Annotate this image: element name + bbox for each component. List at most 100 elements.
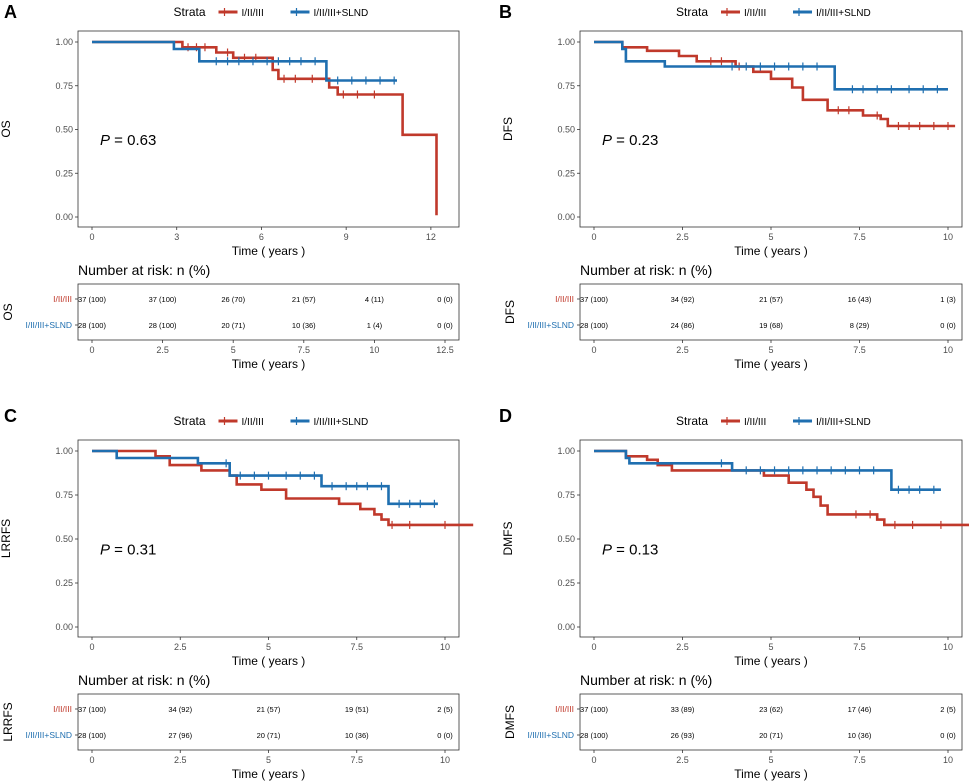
risk-cell: 37 (100) bbox=[580, 705, 608, 714]
risk-cell: 37 (100) bbox=[78, 295, 106, 304]
risk-x-tick-label: 5 bbox=[768, 755, 773, 765]
legend-title: Strata bbox=[676, 414, 708, 428]
p-label: P bbox=[602, 132, 612, 149]
risk-cell: 28 (100) bbox=[78, 321, 106, 330]
x-tick-label: 10 bbox=[440, 642, 450, 652]
x-tick-label: 9 bbox=[344, 232, 349, 242]
risk-y-axis-title: OS bbox=[1, 303, 15, 320]
panel-letter: B bbox=[499, 2, 512, 22]
y-tick-label: 1.00 bbox=[557, 446, 575, 456]
legend-label-red: I/II/III bbox=[242, 417, 264, 428]
panel-c: C Strata I/II/III I/II/III+SLND 0.00 0.25 0.50… bbox=[0, 406, 474, 781]
series-red bbox=[92, 449, 474, 529]
risk-cell: 37 (100) bbox=[149, 295, 177, 304]
legend-title: Strata bbox=[174, 414, 206, 428]
risk-x-tick-label: 10 bbox=[943, 755, 953, 765]
legend-label-blue: I/II/III+SLND bbox=[816, 417, 871, 428]
x-tick-label: 6 bbox=[259, 232, 264, 242]
risk-cell: 0 (0) bbox=[940, 321, 956, 330]
p-value: P = 0.31 bbox=[100, 542, 156, 559]
p-number: = 0.23 bbox=[612, 132, 658, 149]
series-red bbox=[594, 449, 969, 529]
risk-x-tick-label: 7.5 bbox=[853, 755, 866, 765]
risk-row-label: I/II/III bbox=[555, 294, 574, 304]
y-tick-label: 0.50 bbox=[557, 534, 575, 544]
x-tick-label: 5 bbox=[266, 642, 271, 652]
x-tick-label: 0 bbox=[89, 642, 94, 652]
km-curve bbox=[594, 449, 941, 491]
risk-cell: 0 (0) bbox=[437, 321, 453, 330]
risk-x-tick-label: 0 bbox=[89, 755, 94, 765]
x-tick-label: 0 bbox=[591, 642, 596, 652]
x-tick-label: 0 bbox=[89, 232, 94, 242]
legend-label-red: I/II/III bbox=[744, 417, 766, 428]
risk-cell: 27 (96) bbox=[168, 731, 192, 740]
risk-cell: 34 (92) bbox=[671, 295, 695, 304]
y-tick-label: 0.25 bbox=[557, 168, 575, 178]
x-axis-title: Time ( years ) bbox=[232, 244, 306, 258]
risk-frame bbox=[579, 693, 963, 751]
legend-title: Strata bbox=[174, 5, 206, 19]
x-tick-label: 2.5 bbox=[676, 642, 689, 652]
risk-cell: 10 (36) bbox=[292, 321, 316, 330]
panel-b: B Strata I/II/III I/II/III+SLND 0.00 0.25 0.50… bbox=[499, 2, 963, 371]
risk-x-tick-label: 0 bbox=[591, 755, 596, 765]
risk-x-axis-title: Time ( years ) bbox=[734, 357, 808, 371]
risk-cell: 19 (68) bbox=[759, 321, 783, 330]
y-tick-label: 1.00 bbox=[55, 37, 73, 47]
p-number: = 0.13 bbox=[612, 542, 658, 559]
risk-x-tick-label: 10 bbox=[369, 345, 379, 355]
risk-cell: 28 (100) bbox=[78, 731, 106, 740]
risk-cell: 20 (71) bbox=[759, 731, 783, 740]
risk-cell: 2 (5) bbox=[437, 705, 453, 714]
risk-frame bbox=[77, 283, 460, 341]
legend-label-blue: I/II/III+SLND bbox=[314, 8, 369, 19]
series-blue bbox=[92, 449, 438, 508]
risk-cell: 17 (46) bbox=[848, 705, 872, 714]
p-label: P bbox=[602, 542, 612, 559]
risk-title: Number at risk: n (%) bbox=[580, 262, 712, 278]
risk-cell: 1 (3) bbox=[940, 295, 956, 304]
p-number: = 0.31 bbox=[110, 542, 156, 559]
x-tick-label: 5 bbox=[768, 642, 773, 652]
risk-cell: 21 (57) bbox=[292, 295, 316, 304]
risk-row-label: I/II/III+SLND bbox=[527, 730, 574, 740]
risk-cell: 10 (36) bbox=[848, 731, 872, 740]
plot-frame bbox=[77, 30, 460, 228]
y-tick-label: 1.00 bbox=[55, 446, 73, 456]
km-curve bbox=[92, 40, 438, 216]
y-tick-label: 0.50 bbox=[55, 534, 73, 544]
risk-cell: 28 (100) bbox=[149, 321, 177, 330]
risk-title: Number at risk: n (%) bbox=[580, 672, 712, 688]
risk-title: Number at risk: n (%) bbox=[78, 262, 210, 278]
risk-x-axis-title: Time ( years ) bbox=[232, 767, 306, 781]
risk-cell: 24 (86) bbox=[671, 321, 695, 330]
risk-table: Number at risk: n (%) I/II/III 37 (100) 33 … bbox=[503, 672, 963, 781]
risk-cell: 2 (5) bbox=[940, 705, 956, 714]
y-tick-label: 0.00 bbox=[557, 212, 575, 222]
series-blue bbox=[92, 40, 397, 85]
y-tick-label: 0.50 bbox=[557, 125, 575, 135]
km-curve bbox=[92, 40, 397, 82]
risk-cell: 0 (0) bbox=[940, 731, 956, 740]
risk-cell: 19 (51) bbox=[345, 705, 369, 714]
risk-cell: 34 (92) bbox=[168, 705, 192, 714]
y-tick-label: 0.25 bbox=[557, 578, 575, 588]
panel-letter: C bbox=[4, 406, 17, 426]
y-axis-title: DMFS bbox=[501, 522, 515, 556]
risk-cell: 28 (100) bbox=[580, 731, 608, 740]
km-curve bbox=[92, 449, 438, 506]
risk-x-tick-label: 7.5 bbox=[853, 345, 866, 355]
risk-row-label: I/II/III bbox=[555, 704, 574, 714]
risk-x-tick-label: 12.5 bbox=[436, 345, 454, 355]
risk-x-tick-label: 5 bbox=[266, 755, 271, 765]
risk-table: Number at risk: n (%) I/II/III 37 (100) 37 … bbox=[1, 262, 460, 371]
p-value: P = 0.63 bbox=[100, 132, 156, 149]
risk-row-label: I/II/III+SLND bbox=[25, 320, 72, 330]
y-tick-label: 0.75 bbox=[557, 490, 575, 500]
y-axis-title: DFS bbox=[501, 117, 515, 141]
risk-x-tick-label: 7.5 bbox=[298, 345, 311, 355]
panel-letter: A bbox=[4, 2, 17, 22]
risk-row-label: I/II/III+SLND bbox=[25, 730, 72, 740]
y-axis-title: OS bbox=[0, 120, 13, 137]
